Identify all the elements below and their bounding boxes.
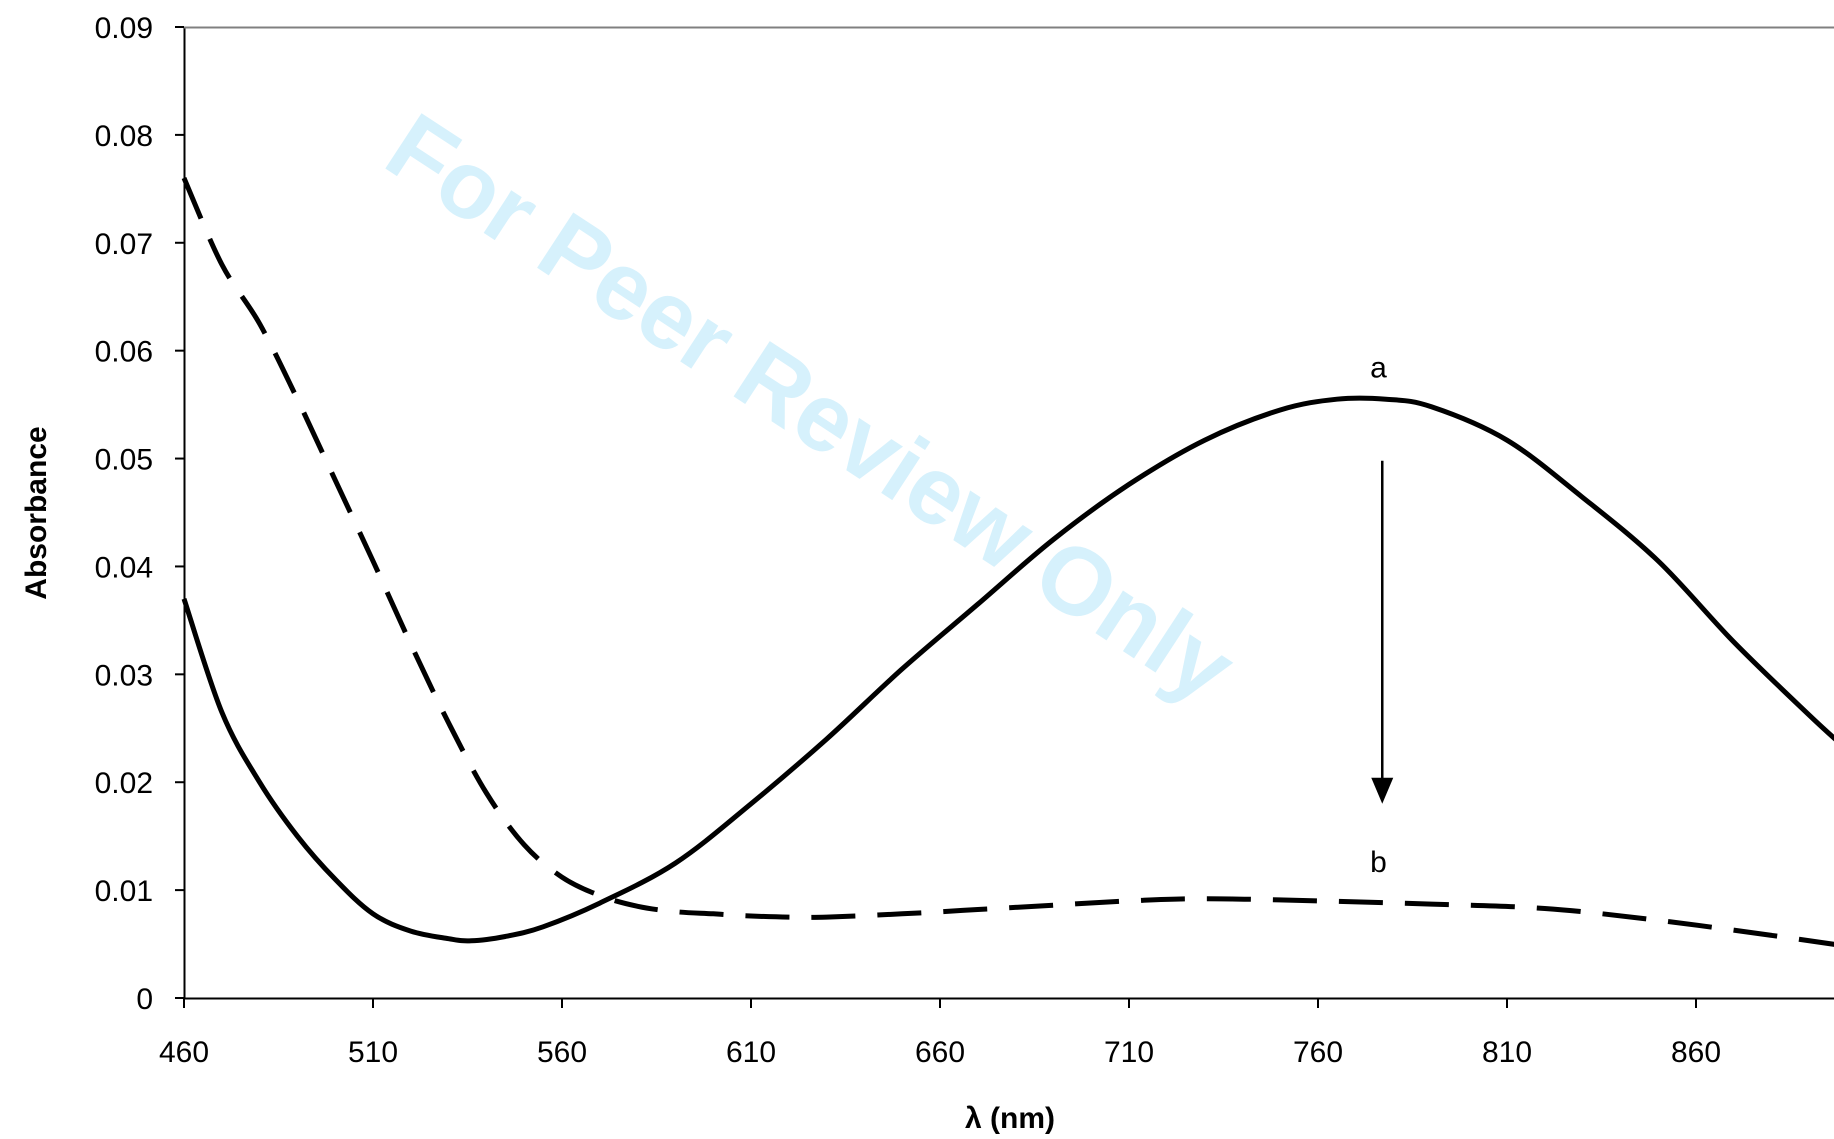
y-tick-label: 0.04 (95, 551, 153, 584)
x-tick-label: 860 (1671, 1036, 1721, 1069)
x-tick-label: 660 (915, 1036, 965, 1069)
x-tick-label: 610 (726, 1036, 776, 1069)
x-tick-label: 560 (537, 1036, 587, 1069)
y-tick-label: 0.05 (95, 444, 153, 477)
y-tick-label: 0.07 (95, 228, 153, 261)
y-axis-title: Absorbance (20, 426, 53, 599)
x-tick-label: 460 (159, 1036, 209, 1069)
x-tick-label: 710 (1104, 1036, 1154, 1069)
x-tick-label: 760 (1293, 1036, 1343, 1069)
y-tick-label: 0 (136, 983, 153, 1016)
x-tick-label: 510 (348, 1036, 398, 1069)
series-layer (181, 176, 1834, 947)
watermark-text: For Peer Review Only (369, 93, 1254, 723)
curve-label-b: b (1370, 846, 1387, 879)
y-tick-label: 0.02 (95, 767, 153, 800)
y-tick-label: 0.06 (95, 336, 153, 369)
y-tick-label: 0.03 (95, 659, 153, 692)
curve-label-a: a (1370, 352, 1387, 385)
series-b-line (181, 176, 1834, 947)
y-tick-label: 0.08 (95, 120, 153, 153)
x-tick-label: 810 (1482, 1036, 1532, 1069)
x-axis-ticks: 460 510 560 610 660 710 760 810 860 (159, 998, 1721, 1069)
annotation-layer: ab (1370, 352, 1394, 879)
y-tick-label: 0.09 (95, 12, 153, 45)
series-a-line (181, 395, 1834, 944)
plot-area (183, 26, 1834, 1000)
x-axis-title: λ (nm) (965, 1102, 1055, 1135)
y-axis-ticks: 0 0.01 0.02 0.03 0.04 0.05 0.06 0.07 0.08 0.09 (95, 12, 184, 1016)
arrow-head (1371, 777, 1394, 804)
y-tick-label: 0.01 (95, 875, 153, 908)
